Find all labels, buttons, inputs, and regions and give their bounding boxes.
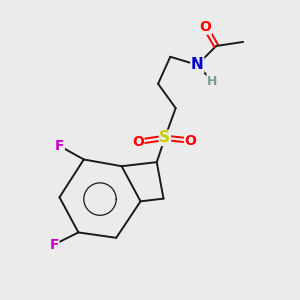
Text: S: S bbox=[159, 130, 170, 145]
Text: O: O bbox=[200, 20, 211, 34]
Text: O: O bbox=[184, 134, 196, 148]
Text: H: H bbox=[207, 75, 217, 88]
Text: F: F bbox=[49, 238, 59, 252]
Text: N: N bbox=[191, 57, 204, 72]
Text: O: O bbox=[132, 135, 144, 149]
Text: F: F bbox=[55, 139, 64, 153]
